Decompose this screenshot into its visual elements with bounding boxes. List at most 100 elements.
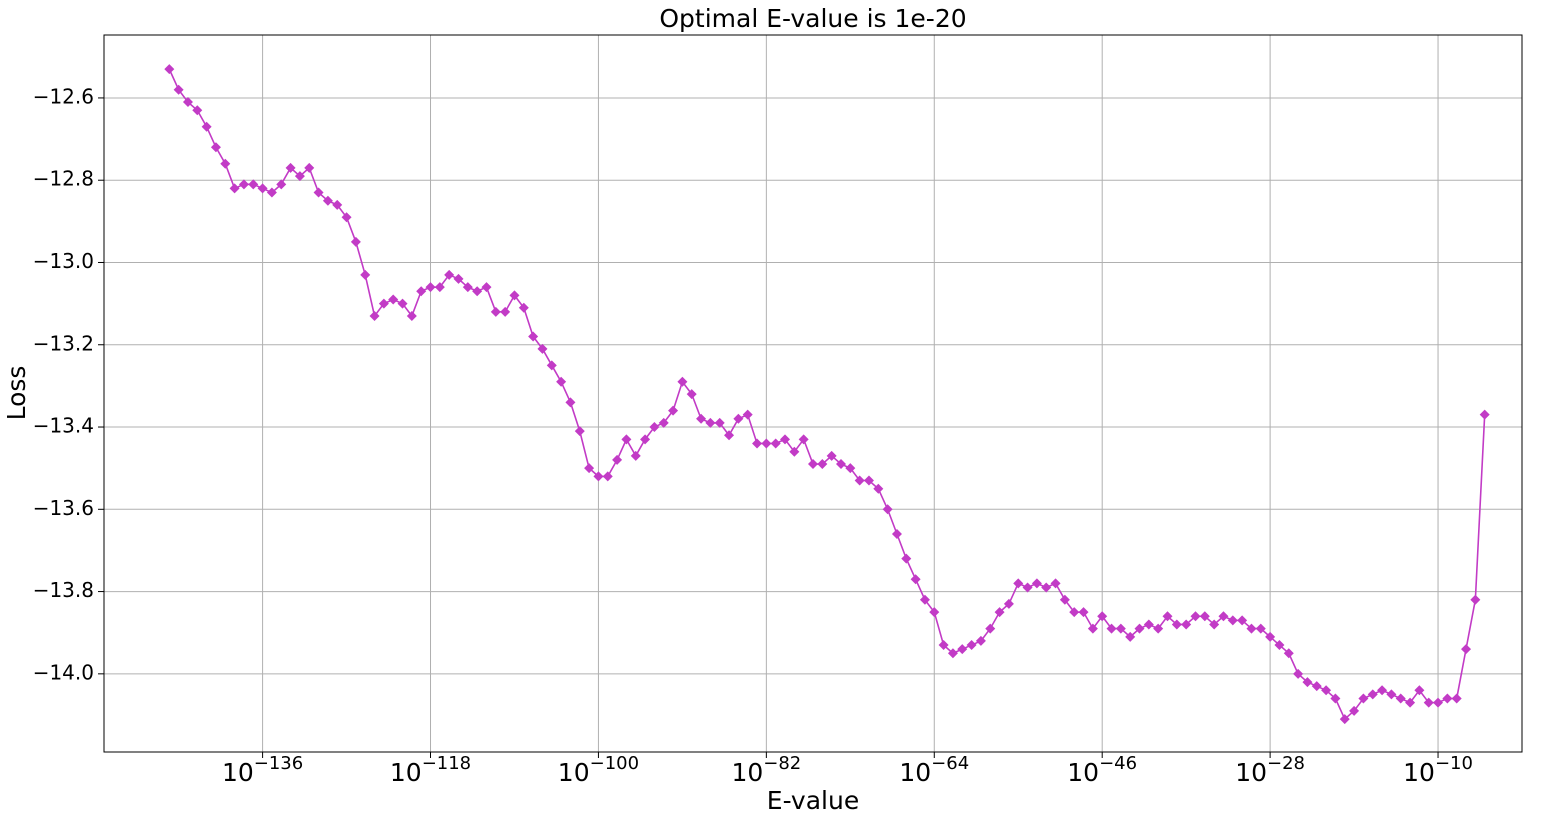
data-point [1470, 594, 1481, 605]
data-point [1209, 619, 1220, 630]
x-tick-exponent: −136 [254, 753, 303, 774]
data-point [378, 298, 389, 309]
data-point [1321, 685, 1332, 696]
data-point [733, 413, 744, 424]
data-point [593, 471, 604, 482]
data-line [168, 68, 1486, 721]
data-point [1134, 623, 1145, 634]
plot-frame [103, 34, 1523, 753]
data-point [444, 269, 455, 280]
x-tick-label: 10−10 [1403, 753, 1473, 787]
data-point [584, 463, 595, 474]
data-point [574, 426, 585, 437]
data-point [1433, 697, 1444, 708]
data-point [845, 463, 856, 474]
data-point [1013, 578, 1024, 589]
x-tick-label: 10−28 [1235, 753, 1305, 787]
data-point [1423, 697, 1434, 708]
data-point [808, 459, 818, 470]
data-point [640, 434, 651, 445]
data-point [696, 413, 707, 424]
data-point [192, 105, 203, 116]
data-point [294, 171, 305, 182]
data-point [266, 187, 277, 198]
data-point [1041, 582, 1052, 593]
data-point [826, 450, 837, 461]
y-tick-label: −12.6 [33, 84, 94, 108]
data-point [360, 269, 371, 280]
data-point [1377, 685, 1388, 696]
data-point [994, 607, 1005, 618]
data-point [612, 454, 623, 465]
data-point [1414, 685, 1425, 696]
data-point [770, 438, 781, 449]
data-point [332, 199, 343, 210]
data-point [1115, 623, 1126, 634]
data-point [556, 376, 567, 387]
data-point [285, 162, 296, 173]
data-point [1461, 644, 1472, 655]
y-tick-label: −13.4 [33, 414, 94, 438]
data-point [798, 434, 809, 445]
x-tick-exponent: −100 [590, 753, 639, 774]
data-point [1330, 693, 1341, 704]
data-point [910, 574, 921, 585]
data-point [210, 142, 221, 153]
x-tick-base: 10 [1235, 758, 1267, 787]
data-point [1386, 689, 1397, 700]
x-tick-label: 10−46 [1067, 753, 1137, 787]
data-point [182, 97, 193, 108]
data-point [1274, 640, 1285, 651]
data-point [304, 162, 315, 173]
y-tick-label: −14.0 [33, 660, 94, 684]
y-tick-label: −13.0 [33, 249, 94, 273]
data-point [1479, 409, 1490, 420]
data-point [1395, 693, 1406, 704]
data-point [789, 446, 800, 457]
data-point [257, 183, 268, 194]
data-point [1283, 648, 1294, 659]
x-tick-label: 10−118 [390, 753, 471, 787]
data-point [929, 607, 940, 618]
data-point [369, 310, 380, 321]
y-tick-label: −13.8 [33, 578, 94, 602]
data-point [397, 298, 408, 309]
data-point [975, 635, 986, 646]
data-point [705, 417, 716, 428]
x-tick-base: 10 [1403, 758, 1435, 787]
data-point [1246, 623, 1257, 634]
data-point [322, 195, 333, 206]
data-point [1125, 631, 1136, 642]
data-point [817, 459, 828, 470]
y-tick-label: −13.6 [33, 496, 94, 520]
data-point [201, 121, 212, 132]
data-point [677, 376, 688, 387]
data-point [1153, 623, 1164, 634]
data-point [1199, 611, 1210, 622]
data-point [668, 405, 679, 416]
data-point [1097, 611, 1108, 622]
data-point [835, 459, 846, 470]
data-point [1031, 578, 1042, 589]
y-tick-label: −12.8 [33, 167, 94, 191]
data-point [238, 179, 249, 190]
data-point [714, 417, 725, 428]
data-point [957, 644, 968, 655]
data-point [537, 343, 548, 354]
data-point [658, 417, 669, 428]
data-point [1311, 681, 1322, 692]
data-point [164, 64, 175, 75]
data-point [621, 434, 632, 445]
data-point [854, 475, 865, 486]
data-point [1405, 697, 1416, 708]
x-tick-exponent: −10 [1435, 753, 1473, 774]
data-point [985, 623, 996, 634]
data-point [742, 409, 753, 420]
data-point [1143, 619, 1154, 630]
x-tick-base: 10 [731, 758, 763, 787]
data-point [453, 273, 464, 284]
x-tick-label: 10−136 [222, 753, 303, 787]
x-tick-label: 10−64 [899, 753, 969, 787]
x-tick-base: 10 [899, 758, 931, 787]
